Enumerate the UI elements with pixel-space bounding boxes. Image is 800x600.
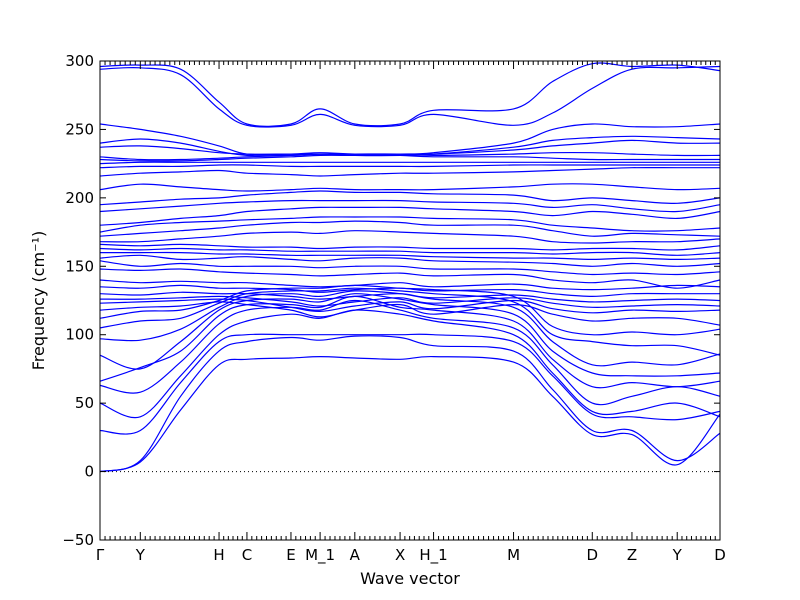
- band-18: [99, 260, 721, 276]
- y-tick-label: 200: [65, 189, 94, 207]
- band-22: [99, 243, 721, 251]
- band-lines: [99, 62, 721, 473]
- band-17: [99, 268, 721, 289]
- band-19: [99, 254, 721, 267]
- x-tick-label: D: [714, 546, 726, 564]
- y-tick-label: 0: [84, 463, 94, 481]
- band-36: [99, 135, 721, 157]
- band-11: [99, 301, 721, 326]
- band-25: [99, 216, 721, 233]
- y-tick-label: −50: [62, 531, 94, 549]
- band-27: [99, 199, 721, 213]
- band-31: [99, 164, 720, 169]
- y-axis-title: Frequency (cm⁻¹): [29, 231, 48, 370]
- x-tick-label: E: [286, 546, 295, 564]
- band-12: [99, 298, 721, 314]
- y-tick-label: 300: [65, 52, 94, 70]
- y-tick-labels: −50 0 50 100 150 200 250 300: [62, 52, 94, 549]
- x-tick-label: A: [350, 546, 361, 564]
- x-tick-label: Z: [627, 546, 637, 564]
- y-tick-label: 150: [65, 257, 94, 275]
- x-tick-label: M_1: [305, 546, 335, 565]
- x-tick-label: H_1: [419, 546, 447, 565]
- x-tick-label: X: [395, 546, 405, 564]
- band-38: [99, 65, 721, 128]
- band-9: [99, 287, 721, 356]
- band-29: [99, 183, 721, 192]
- band-23: [99, 230, 721, 244]
- axis-ticks: [99, 60, 721, 541]
- band-37: [99, 123, 721, 156]
- x-tick-label: Y: [672, 546, 683, 564]
- x-tick-label: Y: [135, 546, 146, 564]
- x-tick-label: M: [507, 546, 520, 564]
- band-39: [99, 62, 721, 127]
- band-7: [99, 293, 721, 377]
- band-28: [99, 190, 721, 206]
- band-14: [99, 291, 721, 303]
- x-tick-labels: Γ Y H C E M_1 A X H_1 M D Z Y D: [96, 546, 726, 565]
- band-24: [99, 220, 721, 237]
- band-32: [99, 161, 720, 165]
- band-20: [100, 251, 721, 261]
- band-26: [99, 206, 721, 226]
- band-13: [99, 295, 721, 309]
- band-3: [99, 333, 721, 435]
- band-2: [99, 335, 721, 473]
- band-1: [99, 355, 721, 473]
- band-15: [99, 284, 720, 298]
- x-tick-label: Γ: [96, 546, 105, 564]
- band-30: [99, 167, 720, 177]
- x-axis-title: Wave vector: [360, 569, 460, 588]
- y-tick-label: 100: [65, 326, 94, 344]
- band-21: [99, 247, 721, 256]
- band-4: [99, 309, 721, 419]
- band-10: [99, 284, 721, 336]
- y-tick-label: 250: [65, 120, 94, 138]
- band-8: [99, 290, 721, 367]
- x-tick-label: D: [586, 546, 598, 564]
- x-tick-label: H: [213, 546, 224, 564]
- band-16: [99, 279, 721, 291]
- y-tick-label: 50: [75, 394, 94, 412]
- x-tick-label: C: [242, 546, 252, 564]
